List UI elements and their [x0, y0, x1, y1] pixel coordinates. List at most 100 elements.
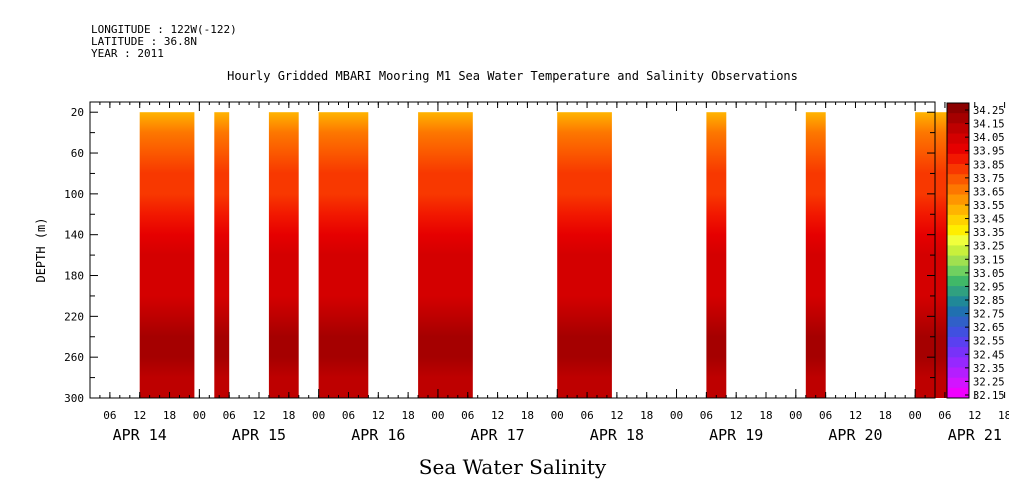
colorbar-swatch	[947, 265, 969, 277]
colorbar-label: 33.65	[973, 186, 1005, 198]
x-tick-label: 06	[819, 409, 832, 422]
colorbar-label: 33.85	[973, 159, 1005, 171]
x-tick-label: 00	[670, 409, 683, 422]
colorbar-label: 32.65	[973, 322, 1005, 334]
colorbar-swatch	[947, 133, 969, 145]
x-day-label: APR 14	[113, 426, 167, 444]
colorbar-label: 32.55	[973, 336, 1005, 348]
colorbar-label: 33.35	[973, 227, 1005, 239]
colorbar-swatch	[947, 275, 969, 287]
colorbar-swatch	[947, 367, 969, 379]
x-tick-label: 18	[879, 409, 892, 422]
colorbar-swatch	[947, 123, 969, 134]
x-day-label: APR 17	[471, 426, 525, 444]
colorbar-swatch	[947, 113, 969, 124]
x-tick-label: 12	[133, 409, 146, 422]
colorbar-swatch	[947, 214, 969, 226]
x-tick-label: 12	[849, 409, 862, 422]
colorbar-swatch	[947, 387, 969, 399]
colorbar-label: 33.25	[973, 241, 1005, 253]
y-tick-label: 140	[64, 229, 84, 242]
x-tick-label: 06	[103, 409, 116, 422]
y-tick-label: 60	[71, 147, 84, 160]
x-tick-label: 00	[789, 409, 802, 422]
colorbar-label: 33.45	[973, 214, 1005, 226]
colorbar-label: 32.35	[973, 363, 1005, 375]
y-axis-label: DEPTH (m)	[34, 217, 48, 282]
data-segment-4	[318, 112, 369, 398]
x-tick-label: 12	[372, 409, 385, 422]
chart-title: Hourly Gridded MBARI Mooring M1 Sea Wate…	[227, 69, 798, 83]
y-tick-label: 100	[64, 188, 84, 201]
y-tick-label: 20	[71, 106, 84, 119]
colorbar-label: 34.05	[973, 132, 1005, 144]
colorbar-label: 32.85	[973, 295, 1005, 307]
colorbar-swatch	[947, 164, 969, 175]
x-axis-label: Sea Water Salinity	[418, 455, 607, 479]
colorbar-label: 32.25	[973, 376, 1005, 388]
data-segment-6	[557, 112, 612, 398]
x-day-label: APR 16	[351, 426, 405, 444]
colorbar-label: 33.55	[973, 200, 1005, 212]
x-tick-label: 06	[223, 409, 236, 422]
y-tick-label: 220	[64, 310, 84, 323]
data-segment-1	[139, 112, 195, 398]
x-tick-label: 00	[193, 409, 206, 422]
colorbar-label: 33.15	[973, 254, 1005, 266]
data-segment-3	[268, 112, 299, 398]
colorbar-label: 33.05	[973, 268, 1005, 280]
x-tick-label: 00	[431, 409, 444, 422]
colorbar-swatch	[947, 296, 969, 307]
x-tick-label: 06	[342, 409, 355, 422]
x-tick-label: 12	[968, 409, 981, 422]
colorbar-swatch	[947, 245, 969, 256]
x-tick-label: 18	[282, 409, 295, 422]
colorbar-label: 34.15	[973, 119, 1005, 131]
y-tick-label: 260	[64, 351, 84, 364]
colorbar-swatch	[947, 235, 969, 246]
x-tick-label: 12	[610, 409, 623, 422]
data-segment-7	[706, 112, 727, 398]
colorbar-swatch	[947, 103, 969, 114]
colorbar-swatch	[947, 204, 969, 216]
colorbar-swatch	[947, 306, 969, 318]
colorbar-swatch	[947, 153, 969, 165]
colorbar-label: 32.15	[973, 390, 1005, 402]
colorbar-swatch	[947, 316, 969, 328]
colorbar-label: 33.75	[973, 173, 1005, 185]
x-tick-label: 18	[401, 409, 414, 422]
x-tick-label: 18	[640, 409, 653, 422]
axes: 06 12 18 00 06 12 18 00 06 12 18 00 06 12 18 00 06 12 18 00…	[34, 101, 1009, 444]
colorbar-label: 33.95	[973, 146, 1005, 158]
x-tick-label: 00	[312, 409, 325, 422]
colorbar-swatch	[947, 184, 969, 195]
y-tick-label: 180	[64, 270, 84, 283]
plot-area	[139, 112, 950, 398]
colorbar-label: 32.95	[973, 281, 1005, 293]
x-tick-label: 06	[938, 409, 951, 422]
x-day-label: APR 19	[709, 426, 763, 444]
colorbar-swatch	[947, 357, 969, 368]
x-tick-label: 12	[491, 409, 504, 422]
colorbar-frame	[946, 102, 970, 399]
x-tick-label: 18	[759, 409, 772, 422]
x-tick-label: 12	[730, 409, 743, 422]
x-day-label: APR 20	[828, 426, 882, 444]
x-day-label: APR 15	[232, 426, 286, 444]
x-tick-label: 18	[998, 409, 1009, 422]
colorbar-label: 34.25	[973, 105, 1005, 117]
colorbar-swatch	[947, 326, 969, 338]
x-tick-label: 18	[163, 409, 176, 422]
year-label: YEAR : 2011	[91, 47, 164, 60]
colorbar-label: 32.75	[973, 309, 1005, 321]
latitude-label: LATITUDE : 36.8N	[91, 35, 197, 48]
colorbar-swatch	[947, 377, 969, 389]
colorbar-swatch	[947, 225, 969, 236]
colorbar-swatch	[947, 143, 969, 155]
data-segment-5	[418, 112, 473, 398]
x-tick-label: 12	[252, 409, 265, 422]
y-tick-label: 300	[64, 392, 84, 405]
colorbar-swatch	[947, 286, 969, 297]
colorbar-label: 32.45	[973, 349, 1005, 361]
